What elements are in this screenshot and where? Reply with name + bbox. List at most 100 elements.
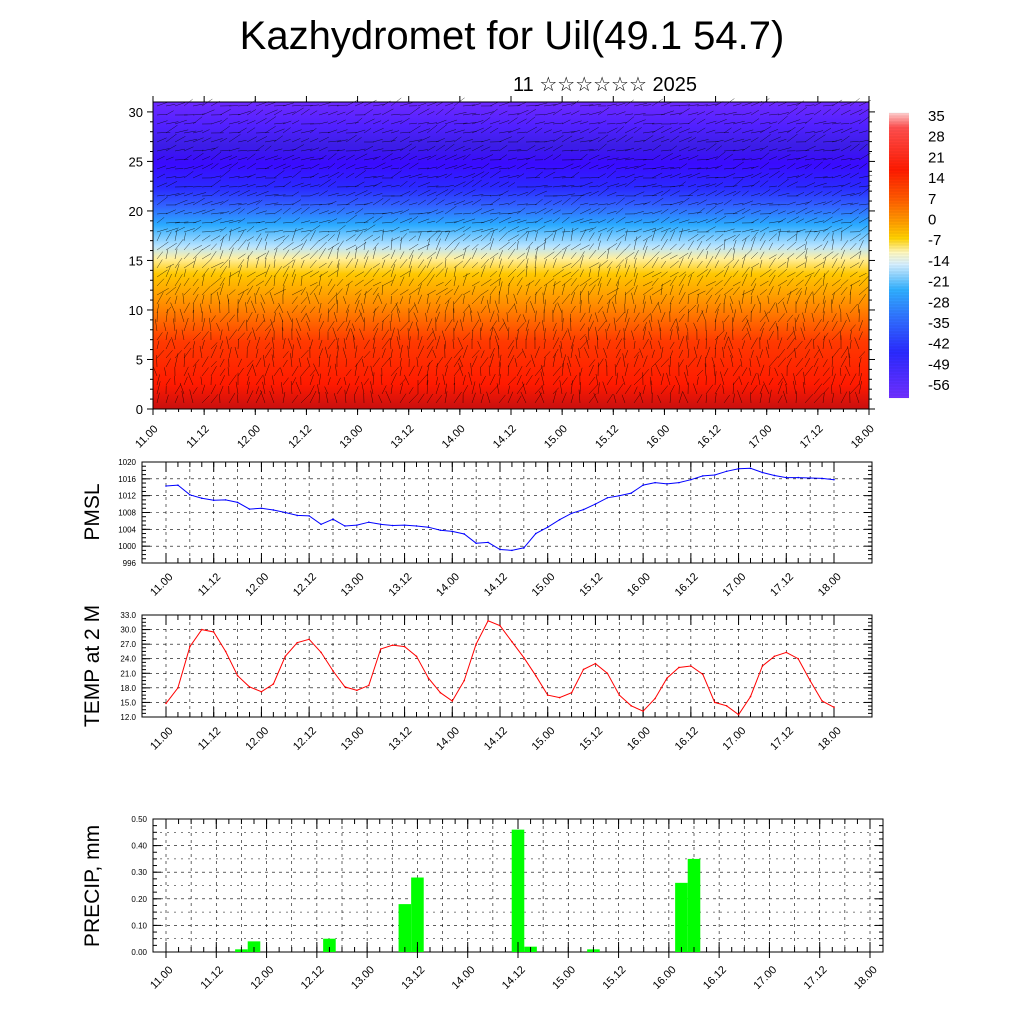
wind-barb [534,168,546,170]
wind-barb [597,320,607,332]
wind-barb [588,203,598,206]
wind-barb [858,174,873,179]
wind-barb [759,112,770,116]
wind-barb [246,381,250,395]
wind-barb [570,165,581,170]
wind-barb [696,310,704,323]
wind-barb [156,137,167,143]
wind-barb [696,118,706,125]
wind-barb [813,244,823,251]
wind-barb [435,216,444,224]
wind-barb [300,287,306,296]
wind-barb [687,271,695,278]
wind-barb [849,383,860,395]
wind-barb [156,194,166,197]
wind-barb [858,143,868,152]
wind-barb [183,376,188,386]
wind-barb [732,309,737,323]
wind-barb [768,229,780,233]
wind-barb [858,203,870,206]
wind-barb [534,217,543,224]
wind-barb [498,281,503,296]
wind-barb [651,218,660,224]
wind-barb [318,112,329,116]
wind-barb [192,186,202,188]
wind-barb [192,209,206,215]
wind-barb [669,254,678,260]
data-point [749,467,752,470]
wind-barb [525,360,532,368]
wind-barb [165,166,176,170]
wind-barb [318,339,323,350]
wind-barb [714,393,717,404]
wind-barb [714,234,724,242]
wind-barb [669,384,675,395]
wind-barb [189,389,194,404]
wind-barb [300,270,313,278]
wind-barb [426,294,429,305]
wind-barb [849,251,862,260]
wind-barb [507,157,517,161]
wind-barb [210,189,220,197]
wind-barb [462,375,466,386]
wind-barb [237,229,247,233]
wind-barb [675,318,680,332]
wind-barb [263,375,266,386]
wind-barb [459,358,464,368]
wind-barb [444,230,451,242]
wind-barb [208,304,212,314]
wind-barb [795,270,804,278]
wind-barb [183,269,187,278]
wind-barb [588,249,597,260]
wind-barb [444,205,457,215]
wind-barb [804,256,808,269]
wind-barb [606,170,617,179]
wind-barb [345,191,356,197]
wind-barb [210,315,216,323]
wind-barb [399,175,411,179]
wind-barb [624,126,637,134]
wind-barb [525,126,538,134]
wind-barb [804,131,815,134]
heatmap-y-tick-label: 20 [129,204,143,219]
wind-barb [291,250,301,260]
wind-barb [849,119,861,125]
wind-barb [444,107,455,116]
wind-barb [281,319,284,332]
wind-barb [624,221,634,224]
wind-barb [318,231,330,233]
wind-barb [741,367,748,377]
wind-barb [325,391,329,404]
wind-barb [597,294,603,305]
wind-barb [741,208,751,215]
wind-barb [651,357,662,368]
wind-barb [192,322,195,332]
wind-barb [570,284,579,296]
wind-barb [426,289,436,296]
wind-barb [156,241,169,251]
wind-barb [800,327,806,341]
wind-barb [417,108,430,116]
heatmap-x-tick-label: 14.00 [440,423,468,451]
wind-barb [327,377,331,386]
wind-barb [498,101,511,107]
wind-barb [390,184,400,188]
wind-barb [282,222,292,224]
wind-barb [363,317,365,332]
wind-barb [696,148,706,152]
temp-x-axis: 11.00 11.12 12.00 12.12 13.00 13.12 14.00 14.12… [148,615,844,753]
wind-barb [624,308,629,323]
wind-barb [516,252,526,260]
wind-barb [786,287,798,296]
data-point [594,662,597,665]
wind-barb [570,110,580,116]
wind-barb [426,230,441,233]
wind-barb [759,364,765,377]
wind-barb [498,241,510,251]
wind-barb [793,373,797,386]
wind-barb [453,146,465,152]
wind-barb [777,101,788,107]
wind-barb [309,284,319,296]
wind-barb [462,179,474,188]
wind-barb [327,260,333,269]
